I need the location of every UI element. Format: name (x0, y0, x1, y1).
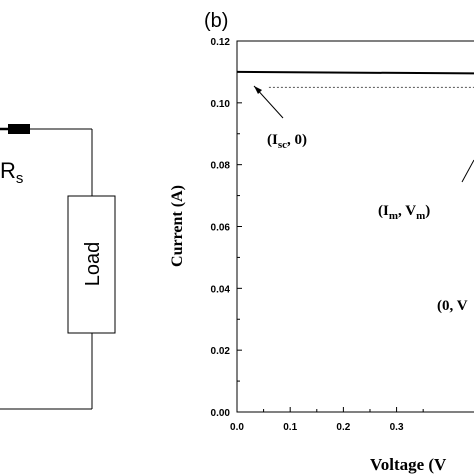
series-resistor-symbol (8, 124, 30, 134)
circuit-diagram: Rs Load (0, 124, 116, 410)
annotation-im-vm: (Im, Vm) (378, 203, 430, 222)
y-tick-label: 0.04 (211, 284, 231, 295)
plot-frame (236, 40, 474, 413)
series-line-0 (236, 70, 474, 75)
load-box (67, 195, 116, 334)
x-tick-label: 0.2 (336, 422, 350, 433)
x-tick-label: 0.1 (283, 422, 297, 433)
y-tick-label: 0.10 (211, 99, 231, 110)
iv-chart: (b) 0.000.020.040.060.080.100.12 0.0 0.1 0… (169, 10, 474, 474)
im-arrow (461, 159, 474, 183)
x-axis-ticks: 0.0 0.1 0.2 0.3 (230, 407, 424, 433)
y-tick-label: 0.08 (211, 161, 231, 172)
x-tick-label: 0.0 (230, 422, 244, 433)
panel-label: (b) (204, 10, 228, 32)
y-tick-label: 0.06 (211, 223, 231, 234)
y-tick-label: 0.02 (211, 346, 231, 357)
load-label: Load (82, 242, 104, 287)
x-axis-label: Voltage (V (370, 455, 447, 474)
y-axis-label: Current (A) (169, 185, 186, 267)
annotation-voc: (0, V (437, 298, 468, 314)
isc-arrow-head (254, 86, 262, 94)
resistor-label: Rs (0, 158, 23, 187)
y-tick-label: 0.12 (211, 37, 231, 48)
series-layer (236, 70, 474, 88)
annotation-isc: (Isc, 0) (267, 132, 307, 151)
x-tick-label: 0.3 (390, 422, 404, 433)
y-tick-label: 0.00 (211, 408, 231, 419)
